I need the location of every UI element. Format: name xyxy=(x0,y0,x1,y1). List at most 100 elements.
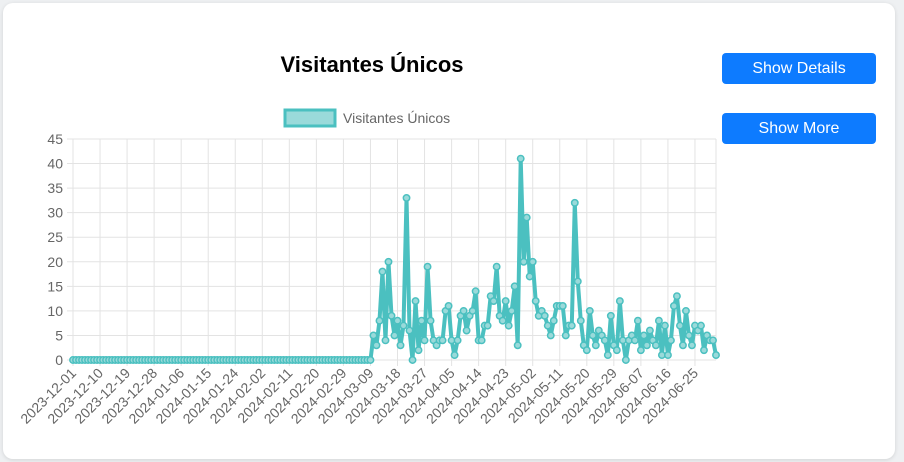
data-point[interactable] xyxy=(680,342,686,348)
data-point[interactable] xyxy=(677,322,683,328)
data-point[interactable] xyxy=(533,298,539,304)
data-point[interactable] xyxy=(623,357,629,363)
data-point[interactable] xyxy=(373,342,379,348)
data-point[interactable] xyxy=(478,337,484,343)
data-point[interactable] xyxy=(617,298,623,304)
data-point[interactable] xyxy=(563,332,569,338)
data-point[interactable] xyxy=(394,318,400,324)
data-point[interactable] xyxy=(454,337,460,343)
data-point[interactable] xyxy=(490,298,496,304)
data-point[interactable] xyxy=(605,352,611,358)
x-axis: 2023-12-012023-12-102023-12-192023-12-28… xyxy=(17,365,701,427)
data-point[interactable] xyxy=(602,337,608,343)
data-point[interactable] xyxy=(406,327,412,333)
data-point[interactable] xyxy=(614,347,620,353)
y-tick-label: 45 xyxy=(47,131,63,147)
series-line xyxy=(73,159,716,360)
data-point[interactable] xyxy=(632,337,638,343)
data-point[interactable] xyxy=(647,327,653,333)
data-point[interactable] xyxy=(653,342,659,348)
data-point[interactable] xyxy=(505,322,511,328)
data-point[interactable] xyxy=(376,318,382,324)
y-tick-label: 20 xyxy=(47,254,63,270)
data-point[interactable] xyxy=(548,332,554,338)
data-point[interactable] xyxy=(421,337,427,343)
data-point[interactable] xyxy=(484,322,490,328)
legend-swatch xyxy=(285,110,335,126)
y-tick-label: 5 xyxy=(55,327,63,343)
data-point[interactable] xyxy=(542,313,548,319)
data-point[interactable] xyxy=(665,352,671,358)
data-point[interactable] xyxy=(698,322,704,328)
data-point[interactable] xyxy=(463,327,469,333)
data-point[interactable] xyxy=(370,332,376,338)
data-point[interactable] xyxy=(572,200,578,206)
data-point[interactable] xyxy=(575,278,581,284)
data-point[interactable] xyxy=(445,303,451,309)
data-point[interactable] xyxy=(608,313,614,319)
data-point[interactable] xyxy=(514,342,520,348)
data-point[interactable] xyxy=(713,352,719,358)
data-point[interactable] xyxy=(499,318,505,324)
data-point[interactable] xyxy=(521,259,527,265)
data-point[interactable] xyxy=(511,283,517,289)
data-point[interactable] xyxy=(656,318,662,324)
y-tick-label: 35 xyxy=(47,180,63,196)
data-point[interactable] xyxy=(412,298,418,304)
data-point[interactable] xyxy=(518,155,524,161)
data-point[interactable] xyxy=(379,268,385,274)
data-point[interactable] xyxy=(427,318,433,324)
data-point[interactable] xyxy=(439,337,445,343)
data-point[interactable] xyxy=(391,332,397,338)
data-point[interactable] xyxy=(415,347,421,353)
data-point[interactable] xyxy=(493,263,499,269)
data-point[interactable] xyxy=(674,293,680,299)
y-tick-label: 25 xyxy=(47,229,63,245)
legend-label: Visitantes Únicos xyxy=(343,110,450,126)
data-point[interactable] xyxy=(569,322,575,328)
data-point[interactable] xyxy=(409,357,415,363)
data-point[interactable] xyxy=(545,322,551,328)
data-point[interactable] xyxy=(472,288,478,294)
data-point[interactable] xyxy=(689,342,695,348)
data-point[interactable] xyxy=(524,214,530,220)
y-tick-label: 30 xyxy=(47,205,63,221)
data-point[interactable] xyxy=(397,342,403,348)
data-point[interactable] xyxy=(424,263,430,269)
data-point[interactable] xyxy=(530,259,536,265)
data-point[interactable] xyxy=(662,322,668,328)
data-point[interactable] xyxy=(710,337,716,343)
data-point[interactable] xyxy=(551,318,557,324)
data-point[interactable] xyxy=(584,347,590,353)
data-point[interactable] xyxy=(451,352,457,358)
data-point[interactable] xyxy=(644,342,650,348)
data-point[interactable] xyxy=(367,357,373,363)
data-point[interactable] xyxy=(460,308,466,314)
data-point[interactable] xyxy=(686,332,692,338)
data-point[interactable] xyxy=(385,259,391,265)
data-point[interactable] xyxy=(527,273,533,279)
data-point[interactable] xyxy=(701,347,707,353)
data-point[interactable] xyxy=(469,308,475,314)
data-point[interactable] xyxy=(502,298,508,304)
data-point[interactable] xyxy=(668,337,674,343)
data-point[interactable] xyxy=(683,308,689,314)
y-tick-label: 40 xyxy=(47,156,63,172)
data-point[interactable] xyxy=(560,303,566,309)
data-point[interactable] xyxy=(590,332,596,338)
data-point[interactable] xyxy=(671,303,677,309)
data-point[interactable] xyxy=(638,347,644,353)
data-point[interactable] xyxy=(593,342,599,348)
data-point[interactable] xyxy=(403,195,409,201)
data-point[interactable] xyxy=(400,322,406,328)
legend[interactable]: Visitantes Únicos xyxy=(285,110,450,126)
data-point[interactable] xyxy=(388,313,394,319)
data-point[interactable] xyxy=(508,308,514,314)
data-point[interactable] xyxy=(382,337,388,343)
data-point[interactable] xyxy=(635,318,641,324)
data-point[interactable] xyxy=(587,308,593,314)
data-point[interactable] xyxy=(578,318,584,324)
data-point[interactable] xyxy=(641,332,647,338)
data-point[interactable] xyxy=(418,318,424,324)
